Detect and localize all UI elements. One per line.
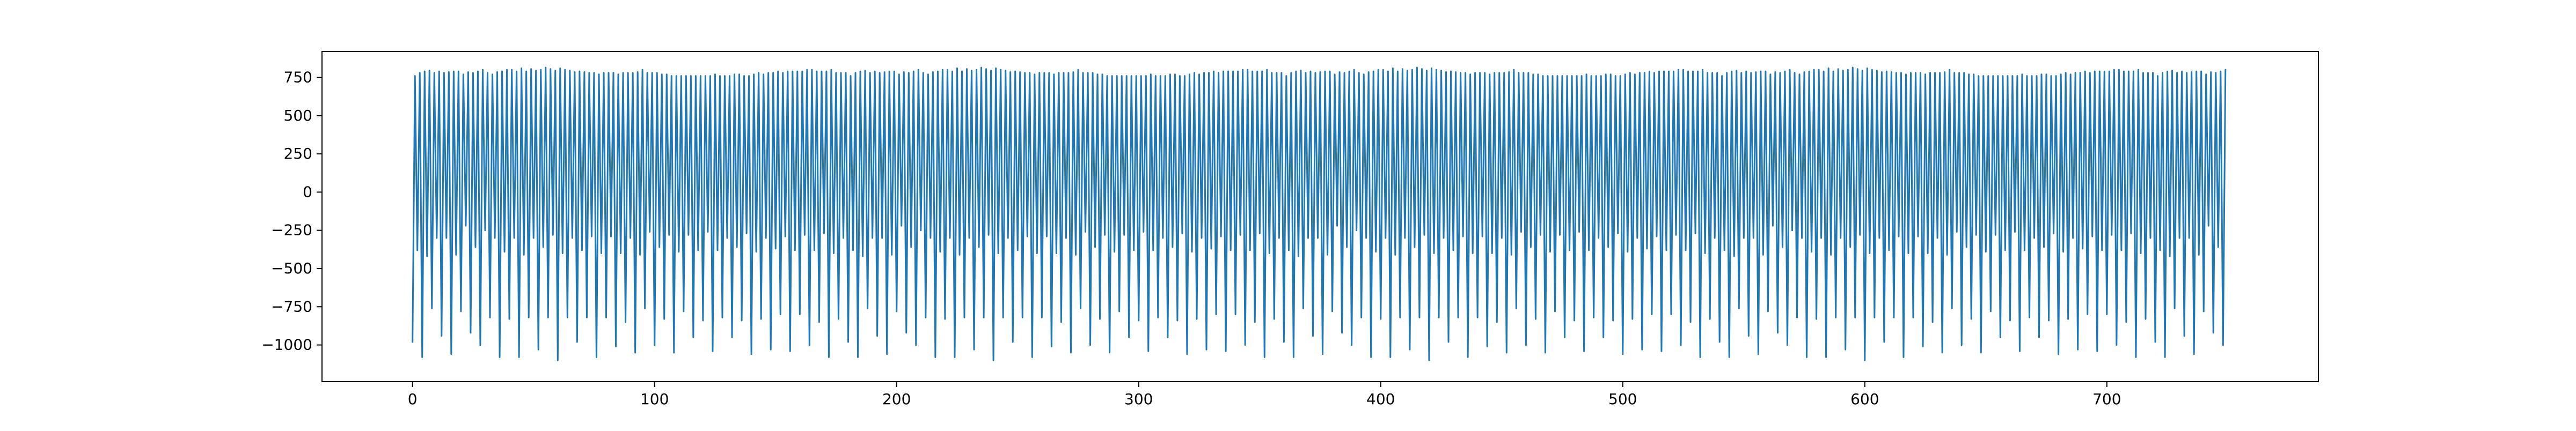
y-tick-label: 0 — [303, 183, 312, 200]
x-tick-label: 400 — [1366, 390, 1395, 408]
y-tick-label: −500 — [271, 259, 312, 277]
y-tick-label: −1000 — [261, 336, 312, 354]
x-axis-ticks: 0 100 200 300 400 500 600 700 — [408, 382, 2121, 408]
x-tick-label: 600 — [1850, 390, 1879, 408]
y-tick-label: −250 — [271, 221, 312, 239]
x-tick-label: 0 — [408, 390, 418, 408]
x-tick-label: 100 — [640, 390, 669, 408]
x-tick-label: 200 — [882, 390, 911, 408]
y-tick-label: 250 — [284, 145, 312, 162]
x-tick-label: 300 — [1124, 390, 1153, 408]
y-tick-label: 500 — [284, 107, 312, 124]
y-tick-label: 750 — [284, 68, 312, 86]
x-tick-label: 700 — [2092, 390, 2121, 408]
y-axis-ticks: −1000 −750 −500 −250 0 250 500 750 — [261, 68, 322, 354]
series-line — [412, 66, 2227, 361]
y-tick-label: −750 — [271, 298, 312, 315]
x-tick-label: 500 — [1608, 390, 1637, 408]
